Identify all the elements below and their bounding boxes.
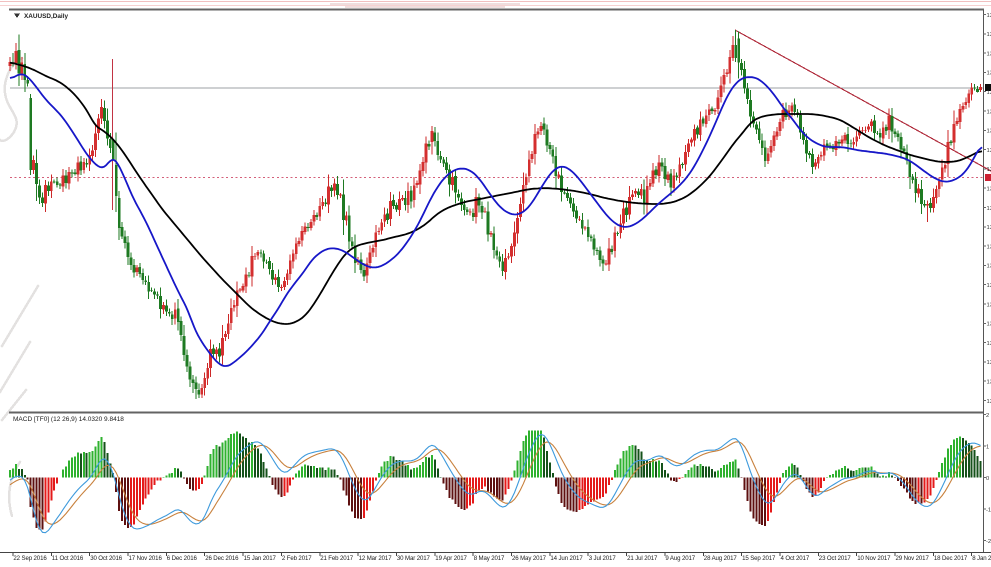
svg-text:6 Dec 2016: 6 Dec 2016 [167, 555, 198, 562]
svg-text:30 Mar 2017: 30 Mar 2017 [397, 555, 431, 562]
svg-text:21 Feb 2017: 21 Feb 2017 [320, 555, 354, 562]
svg-text:2: 2 [986, 413, 989, 419]
svg-text:13: 13 [987, 32, 991, 38]
svg-text:13: 13 [987, 187, 991, 193]
svg-text:13: 13 [987, 90, 991, 96]
svg-text:29 Nov 2017: 29 Nov 2017 [896, 555, 930, 562]
svg-text:13: 13 [987, 283, 991, 289]
svg-text:26 Dec 2016: 26 Dec 2016 [205, 555, 239, 562]
svg-text:4 Oct 2017: 4 Oct 2017 [781, 555, 810, 562]
svg-text:18 Dec 2017: 18 Dec 2017 [934, 555, 968, 562]
svg-text:3 Jul 2017: 3 Jul 2017 [589, 555, 617, 562]
svg-text:15 Sep 2017: 15 Sep 2017 [742, 555, 776, 562]
svg-text:12 Mar 2017: 12 Mar 2017 [359, 555, 393, 562]
svg-text:13: 13 [987, 129, 991, 135]
svg-text:13: 13 [987, 206, 991, 212]
svg-text:17 Nov 2016: 17 Nov 2016 [129, 555, 163, 562]
svg-text:21 Jul 2017: 21 Jul 2017 [627, 555, 658, 562]
svg-text:0: 0 [986, 476, 989, 482]
svg-text:13: 13 [987, 380, 991, 386]
svg-text:8 May 2017: 8 May 2017 [474, 555, 505, 562]
svg-text:13: 13 [987, 302, 991, 308]
svg-text:14 Jun 2017: 14 Jun 2017 [550, 555, 583, 562]
svg-text:2 Feb 2017: 2 Feb 2017 [282, 555, 312, 562]
svg-text:13: 13 [987, 71, 991, 77]
svg-text:15 Jan 2017: 15 Jan 2017 [244, 555, 277, 562]
svg-text:28 Aug 2017: 28 Aug 2017 [704, 555, 738, 562]
svg-text:13: 13 [987, 148, 991, 154]
svg-text:XAUUSD,Daily: XAUUSD,Daily [24, 13, 68, 20]
svg-text:13: 13 [987, 225, 991, 231]
svg-text:22 Sep 2016: 22 Sep 2016 [13, 555, 47, 562]
svg-text:30 Oct 2016: 30 Oct 2016 [90, 555, 123, 562]
svg-text:10 Nov 2017: 10 Nov 2017 [857, 555, 891, 562]
svg-text:13: 13 [987, 322, 991, 328]
svg-text:8 Jan 2018: 8 Jan 2018 [972, 555, 991, 562]
svg-text:13: 13 [987, 109, 991, 115]
svg-text:-1: -1 [986, 508, 991, 514]
svg-text:13: 13 [987, 13, 991, 19]
svg-text:11 Oct 2016: 11 Oct 2016 [52, 555, 84, 562]
svg-text:23 Oct 2017: 23 Oct 2017 [819, 555, 852, 562]
svg-text:9 Aug 2017: 9 Aug 2017 [665, 555, 695, 562]
svg-text:13: 13 [987, 341, 991, 347]
svg-text:-2: -2 [986, 539, 991, 545]
svg-text:13: 13 [987, 399, 991, 405]
svg-text:1: 1 [986, 445, 989, 451]
svg-text:13: 13 [987, 244, 991, 250]
svg-text:13: 13 [987, 51, 991, 57]
svg-text:19 Apr 2017: 19 Apr 2017 [435, 555, 467, 562]
svg-text:26 May 2017: 26 May 2017 [512, 555, 547, 562]
svg-text:13: 13 [987, 360, 991, 366]
svg-text:13: 13 [987, 264, 991, 270]
svg-text:13: 13 [987, 167, 991, 173]
svg-text:MACD [TF0] (12 26,9) 14.0320 9: MACD [TF0] (12 26,9) 14.0320 9.8418 [13, 416, 124, 423]
